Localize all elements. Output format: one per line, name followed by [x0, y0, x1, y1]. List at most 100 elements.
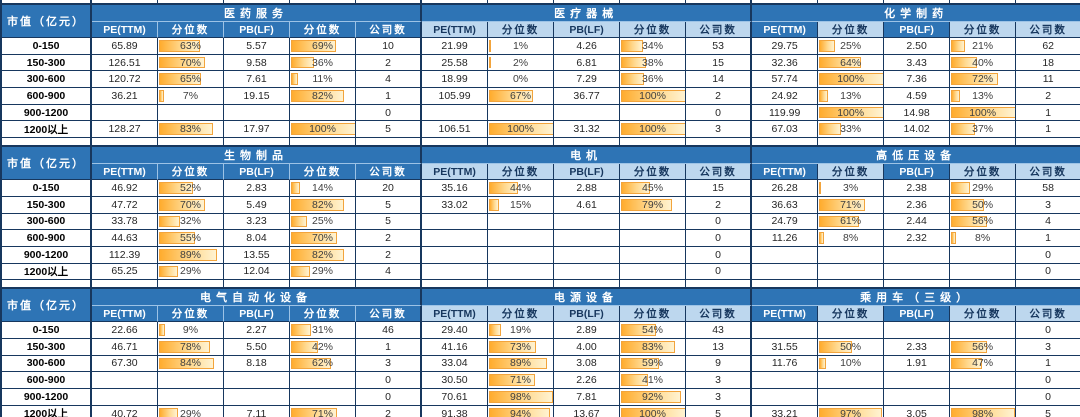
percentile-label: 100%	[837, 73, 865, 86]
pe-percentile-cell: 32%	[158, 213, 224, 231]
company-count-cell: 5	[1016, 405, 1080, 417]
market-cap-label-cell: 150-300	[2, 338, 92, 356]
industry-header: 医疗器械	[422, 5, 753, 22]
pb-column-header: PB(LF)	[884, 306, 951, 323]
company-count-cell: 3	[1016, 338, 1080, 356]
pe-column-header: PE(TTM)	[422, 164, 489, 181]
spacer-cell	[686, 0, 752, 3]
table-row: 300-600 120.72 65% 7.61 11% 4 18.99 0% 7.29 36% 14…	[2, 71, 1080, 89]
industry-header: 生物制品	[92, 147, 423, 165]
pb-percentile-column-header: 分位数	[950, 164, 1017, 181]
company-count-cell: 4	[356, 71, 423, 89]
spacer-cell	[224, 0, 290, 3]
percentile-bar	[489, 182, 518, 194]
pe-percentile-cell: 19%	[488, 322, 555, 339]
company-count-cell: 58	[1016, 180, 1080, 197]
pe-percentile-cell	[488, 263, 555, 281]
pe-value-cell: 33.21	[752, 405, 819, 417]
pe-percentile-cell	[158, 389, 224, 406]
percentile-label: 44%	[510, 181, 532, 194]
pb-value-cell: 2.32	[884, 230, 951, 247]
company-count-cell: 5	[356, 213, 423, 231]
company-count-cell: 3	[686, 121, 753, 139]
pe-percentile-cell: 78%	[158, 338, 224, 356]
percentile-label: 29%	[179, 407, 201, 417]
percentile-bar	[291, 90, 345, 102]
market-cap-label-cell: 150-300	[2, 54, 92, 72]
company-count-column-header: 公司数	[1016, 164, 1080, 181]
company-count-cell: 3	[686, 372, 753, 389]
spacer-cell	[950, 0, 1016, 3]
pe-value-cell	[92, 372, 158, 389]
percentile-label: 8%	[974, 232, 991, 245]
pb-percentile-cell	[950, 322, 1017, 339]
market-cap-column-header: 市值（亿元）	[2, 289, 92, 323]
percentile-label: 25%	[840, 39, 862, 52]
percentile-bar	[159, 265, 178, 278]
pe-percentile-cell	[158, 104, 224, 122]
company-count-cell: 1	[1016, 104, 1080, 122]
pb-value-cell: 13.67	[554, 405, 621, 417]
pe-value-cell: 128.27	[92, 121, 158, 139]
company-count-cell: 3	[1016, 196, 1080, 214]
market-cap-label-cell: 1200以上	[2, 405, 92, 417]
industry-title-row: 市值（亿元） 医药服务 医疗器械 化学制药	[2, 5, 1080, 38]
percentile-bar	[621, 123, 686, 136]
pe-value-cell: 126.51	[92, 54, 158, 72]
pe-percentile-column-header: 分位数	[488, 22, 555, 38]
pb-value-cell: 36.77	[554, 88, 621, 105]
pb-percentile-cell: 50%	[950, 196, 1017, 214]
table-row: 150-300 126.51 70% 9.58 36% 2 25.58 2% 6.81 38% 15…	[2, 54, 1080, 72]
company-count-cell: 15	[686, 180, 753, 197]
pe-percentile-cell: 64%	[818, 54, 885, 72]
percentile-label: 29%	[179, 265, 201, 278]
company-count-cell: 5	[356, 121, 423, 139]
company-count-cell: 2	[686, 88, 753, 105]
company-count-cell: 0	[356, 389, 423, 406]
company-count-column-header: 公司数	[686, 22, 753, 38]
percentile-bar	[159, 357, 214, 370]
industry-header: 电气自动化设备	[92, 289, 423, 307]
pe-value-cell: 120.72	[92, 71, 158, 89]
company-count-cell: 15	[686, 54, 753, 72]
pb-value-cell: 4.00	[554, 338, 621, 356]
pb-column-header: PB(LF)	[884, 22, 951, 38]
pe-value-cell: 24.79	[752, 213, 819, 231]
percentile-label: 36%	[642, 73, 664, 86]
percentile-bar	[159, 56, 205, 69]
percentile-bar	[621, 73, 645, 86]
pb-percentile-cell: 70%	[290, 230, 356, 247]
pe-value-cell	[422, 230, 489, 247]
percentile-label: 8%	[842, 232, 859, 245]
company-count-cell: 0	[356, 104, 423, 122]
company-count-cell: 43	[686, 322, 753, 339]
percentile-label: 40%	[972, 56, 994, 69]
company-count-cell: 18	[1016, 54, 1080, 72]
pb-percentile-cell: 83%	[620, 338, 687, 356]
pe-percentile-column-header: 分位数	[488, 306, 555, 323]
percentile-label: 56%	[972, 340, 994, 353]
pb-percentile-cell	[290, 389, 356, 406]
percentile-bar	[951, 40, 965, 52]
pe-percentile-column-header: 分位数	[488, 164, 555, 181]
company-count-cell: 2	[356, 54, 423, 72]
company-count-cell: 2	[686, 196, 753, 214]
percentile-bar	[819, 182, 822, 194]
spacer-cell	[488, 0, 554, 3]
percentile-label: 98%	[972, 407, 994, 417]
percentile-label: 42%	[311, 340, 333, 353]
spacer-cell	[422, 0, 488, 3]
spacer-cell	[290, 0, 356, 3]
percentile-label: 13%	[972, 89, 994, 102]
percentile-label: 79%	[642, 198, 664, 211]
pb-percentile-cell: 8%	[950, 230, 1017, 247]
company-count-column-header: 公司数	[356, 164, 423, 181]
percentile-label: 56%	[972, 215, 994, 228]
spacer-cell	[356, 0, 422, 3]
pe-percentile-cell: 8%	[818, 230, 885, 247]
percentile-bar	[159, 248, 217, 261]
company-count-cell: 20	[356, 180, 423, 197]
pe-value-cell: 29.75	[752, 38, 819, 55]
spacer-cell	[686, 280, 753, 288]
percentile-label: 54%	[642, 324, 664, 337]
